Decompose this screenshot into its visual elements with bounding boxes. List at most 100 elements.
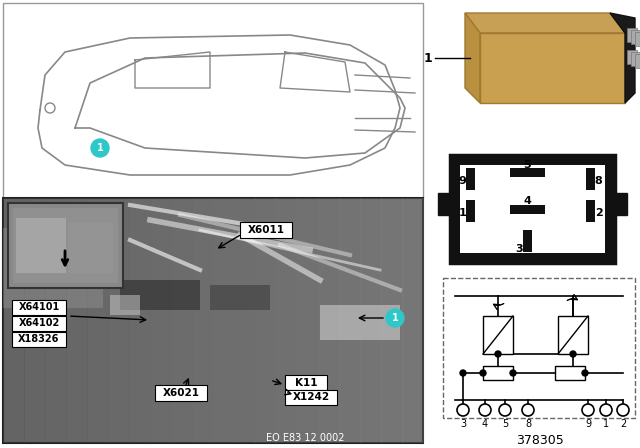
Text: 9: 9 xyxy=(459,176,467,186)
Bar xyxy=(12,332,66,347)
Bar xyxy=(110,295,140,315)
Bar xyxy=(45,198,67,443)
Text: 1: 1 xyxy=(424,52,433,65)
Bar xyxy=(12,316,66,331)
Text: 1: 1 xyxy=(97,143,104,153)
Bar xyxy=(108,198,130,443)
Bar xyxy=(129,198,151,443)
Bar xyxy=(210,285,270,310)
Text: X64101: X64101 xyxy=(19,302,60,313)
Bar xyxy=(586,200,595,222)
Bar xyxy=(381,198,403,443)
Bar xyxy=(13,208,118,283)
Circle shape xyxy=(570,351,576,357)
Bar xyxy=(339,198,361,443)
Bar xyxy=(240,222,292,238)
Text: 2: 2 xyxy=(595,208,602,218)
Bar xyxy=(320,305,400,340)
Text: X64102: X64102 xyxy=(19,319,60,328)
Text: 4: 4 xyxy=(482,419,488,429)
Text: K11: K11 xyxy=(295,378,317,388)
Text: 8: 8 xyxy=(525,419,531,429)
Text: X6021: X6021 xyxy=(163,388,200,398)
Text: X1242: X1242 xyxy=(292,392,330,402)
Bar xyxy=(402,198,424,443)
Bar xyxy=(3,198,423,443)
Text: X18326: X18326 xyxy=(19,335,60,345)
Text: 9: 9 xyxy=(585,419,591,429)
Bar xyxy=(24,198,46,443)
Text: 4: 4 xyxy=(524,197,531,207)
Circle shape xyxy=(457,404,469,416)
Bar xyxy=(483,316,513,354)
Text: 1: 1 xyxy=(392,313,398,323)
Bar xyxy=(276,198,298,443)
Polygon shape xyxy=(610,13,635,103)
Bar xyxy=(510,205,545,214)
Bar xyxy=(8,203,123,288)
Bar xyxy=(120,280,200,310)
Bar xyxy=(466,168,475,190)
Bar xyxy=(255,198,277,443)
Circle shape xyxy=(582,370,588,376)
Bar xyxy=(466,200,475,222)
Text: 2: 2 xyxy=(620,419,626,429)
Text: 8: 8 xyxy=(595,176,602,186)
Circle shape xyxy=(600,404,612,416)
Bar xyxy=(523,230,532,252)
Circle shape xyxy=(522,404,534,416)
Bar xyxy=(285,375,327,390)
Bar xyxy=(192,198,214,443)
Polygon shape xyxy=(465,13,480,103)
Bar xyxy=(150,198,172,443)
Text: 3: 3 xyxy=(516,244,524,254)
Bar xyxy=(613,193,627,215)
Text: EO E83 12 0002: EO E83 12 0002 xyxy=(266,433,344,443)
Polygon shape xyxy=(465,13,625,33)
Bar xyxy=(3,198,25,443)
Text: 1: 1 xyxy=(603,419,609,429)
Text: 5: 5 xyxy=(524,159,531,169)
Bar xyxy=(68,223,113,273)
Bar xyxy=(631,52,640,66)
Bar xyxy=(443,278,635,418)
Bar xyxy=(318,198,340,443)
Bar xyxy=(483,366,513,380)
Text: 3: 3 xyxy=(460,419,466,429)
Circle shape xyxy=(617,404,629,416)
Bar xyxy=(3,228,103,308)
Bar xyxy=(635,54,640,68)
Text: 378305: 378305 xyxy=(516,434,564,447)
Circle shape xyxy=(460,370,466,376)
Bar xyxy=(297,198,319,443)
Bar xyxy=(635,32,640,46)
Bar xyxy=(510,168,545,177)
Polygon shape xyxy=(480,33,625,103)
Bar xyxy=(66,198,88,443)
Bar xyxy=(438,193,452,215)
Bar xyxy=(460,165,605,253)
Bar xyxy=(171,198,193,443)
Text: X6011: X6011 xyxy=(248,225,285,235)
Bar xyxy=(213,198,235,443)
Circle shape xyxy=(499,404,511,416)
Circle shape xyxy=(510,370,516,376)
Bar xyxy=(627,28,637,42)
Bar xyxy=(586,168,595,190)
Bar xyxy=(558,316,588,354)
Circle shape xyxy=(91,139,109,157)
Bar xyxy=(360,198,382,443)
Text: 1: 1 xyxy=(459,208,467,218)
Bar xyxy=(285,390,337,405)
Bar xyxy=(450,155,615,263)
Bar xyxy=(555,366,585,380)
Bar xyxy=(234,198,256,443)
Text: 5: 5 xyxy=(502,419,508,429)
Bar xyxy=(627,50,637,64)
Circle shape xyxy=(480,370,486,376)
Circle shape xyxy=(479,404,491,416)
Circle shape xyxy=(582,404,594,416)
Bar xyxy=(87,198,109,443)
Bar xyxy=(12,300,66,315)
Circle shape xyxy=(386,309,404,327)
